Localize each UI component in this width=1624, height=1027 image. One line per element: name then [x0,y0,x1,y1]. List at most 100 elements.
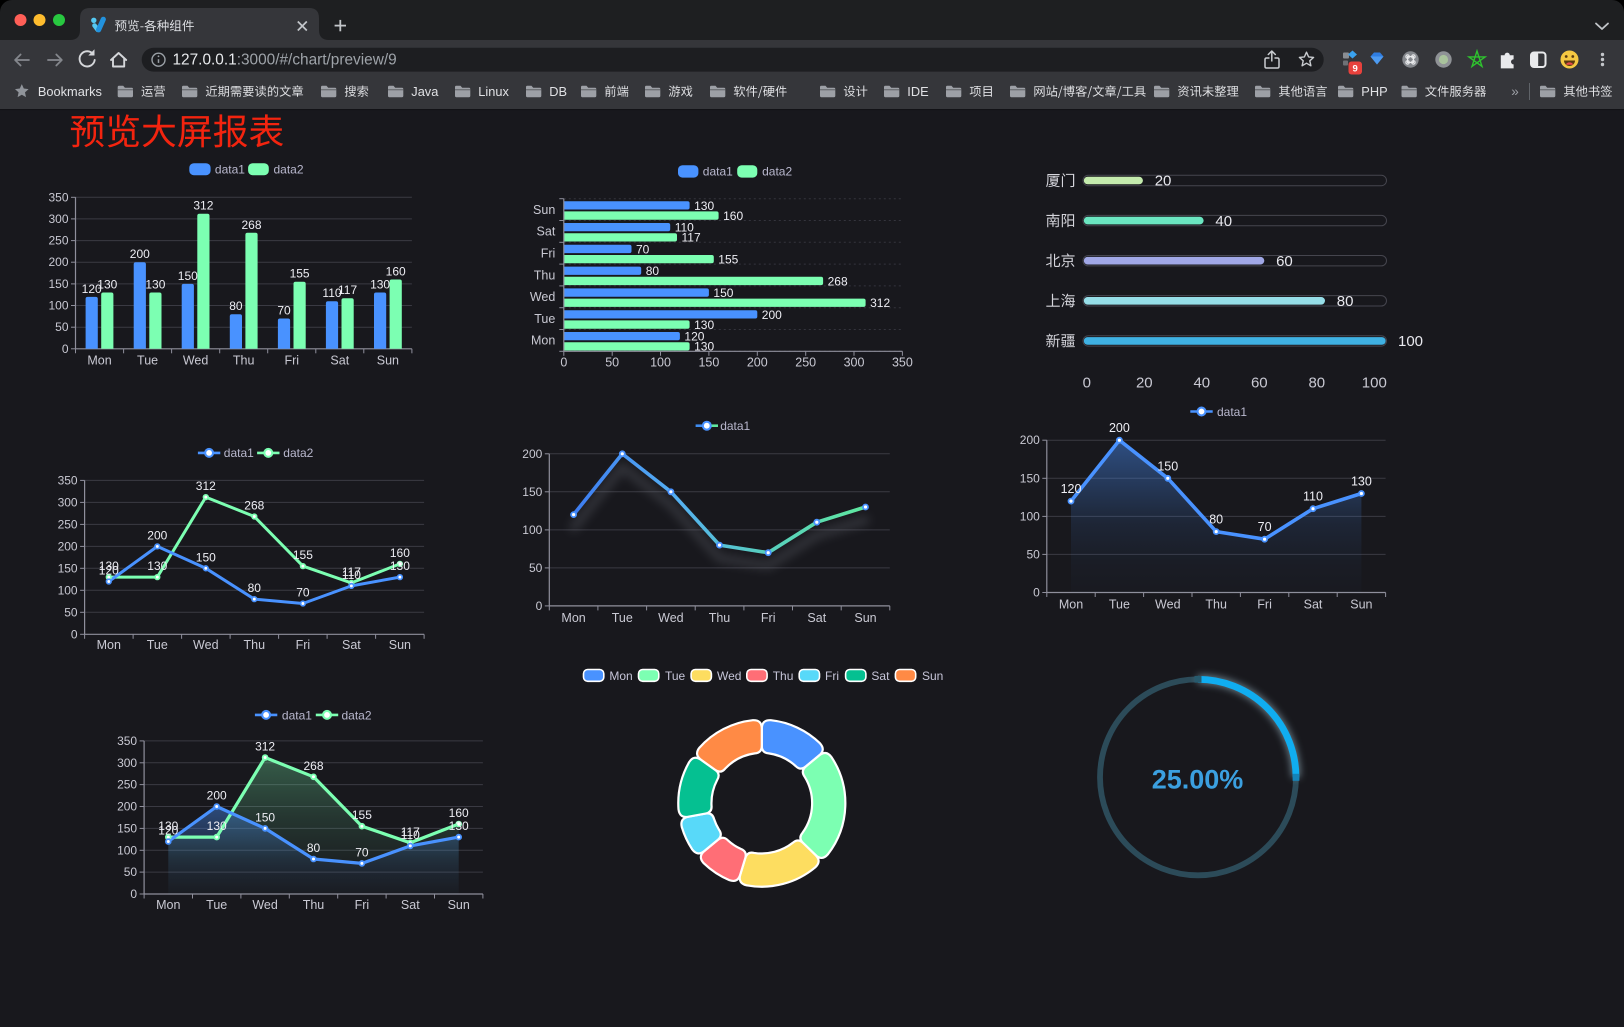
svg-text:0: 0 [1083,374,1091,391]
svg-text:200: 200 [117,800,137,814]
svg-text:350: 350 [117,734,137,748]
svg-text:110: 110 [401,828,420,842]
svg-text:50: 50 [64,605,78,619]
svg-text:117: 117 [682,231,701,245]
svg-text:data1: data1 [224,446,254,460]
svg-text:0: 0 [560,355,567,369]
svg-text:Sat: Sat [871,669,890,683]
svg-text:Fri: Fri [1257,597,1272,611]
svg-text:130: 130 [97,278,117,292]
svg-text:130: 130 [158,819,178,833]
svg-text:80: 80 [1209,513,1223,527]
svg-text:0: 0 [62,342,69,356]
svg-text:Wed: Wed [193,638,219,652]
svg-text:PHP: PHP [1361,84,1387,99]
svg-text:Wed: Wed [252,898,278,912]
svg-text:Wed: Wed [1155,597,1181,611]
svg-text:50: 50 [55,320,69,334]
svg-text:150: 150 [48,277,68,291]
svg-text:data1: data1 [703,164,733,178]
svg-text:130: 130 [694,340,714,354]
svg-text:155: 155 [718,253,738,267]
svg-text:70: 70 [636,242,650,256]
svg-text:60: 60 [1276,253,1293,270]
svg-text:80: 80 [307,841,321,855]
svg-text:Mon: Mon [87,354,111,368]
svg-text:Thu: Thu [534,268,556,282]
svg-text:data2: data2 [283,446,313,460]
svg-text:20: 20 [1136,374,1153,391]
svg-text:50: 50 [605,355,619,369]
svg-text:9: 9 [1353,64,1358,75]
svg-text:350: 350 [58,473,78,487]
svg-text:data2: data2 [342,708,372,722]
svg-text:Java: Java [411,84,439,99]
svg-text:Tue: Tue [137,354,158,368]
svg-text:250: 250 [48,234,68,248]
svg-text:155: 155 [290,267,310,281]
svg-text:Mon: Mon [561,611,585,625]
svg-text:Thu: Thu [1205,597,1227,611]
svg-text:100: 100 [650,355,671,369]
svg-text:Tue: Tue [665,669,686,683]
svg-text:268: 268 [303,759,323,773]
svg-text:Thu: Thu [303,898,325,912]
svg-text:IDE: IDE [907,84,928,99]
svg-text:0: 0 [536,599,543,613]
svg-text:Sat: Sat [537,225,556,239]
svg-text:200: 200 [1109,421,1130,435]
svg-text:Fri: Fri [355,898,370,912]
svg-text:150: 150 [713,286,733,300]
svg-text:312: 312 [870,296,890,310]
svg-text:Thu: Thu [709,611,731,625]
svg-text:Sat: Sat [342,638,361,652]
svg-text:Linux: Linux [478,84,509,99]
svg-text:100: 100 [117,843,137,857]
svg-text:110: 110 [1303,490,1323,504]
svg-text:200: 200 [207,789,227,803]
svg-text:Mon: Mon [1059,597,1083,611]
svg-text:70: 70 [355,845,369,859]
svg-text:Wed: Wed [183,354,209,368]
svg-text:200: 200 [147,528,167,542]
svg-text:20: 20 [1155,173,1172,190]
svg-text:300: 300 [844,355,865,369]
svg-text:Thu: Thu [233,354,255,368]
svg-text:150: 150 [1020,471,1040,485]
svg-text:117: 117 [342,565,361,579]
svg-text:Sun: Sun [1350,597,1372,611]
svg-text:130: 130 [147,559,167,573]
svg-text:Fri: Fri [825,669,839,683]
svg-text:40: 40 [1193,374,1210,391]
svg-text:Sun: Sun [922,669,943,683]
svg-text:Fri: Fri [296,638,311,652]
svg-text:50: 50 [124,865,138,879]
svg-text:Sat: Sat [401,898,420,912]
svg-text:Sat: Sat [1304,597,1323,611]
svg-text:150: 150 [178,269,198,283]
svg-text:100: 100 [1020,509,1040,523]
svg-text:100: 100 [1362,374,1387,391]
svg-text:300: 300 [58,495,78,509]
svg-text:Wed: Wed [717,669,741,683]
svg-text:Thu: Thu [773,669,794,683]
svg-text:Sun: Sun [377,354,399,368]
svg-text:data1: data1 [215,162,245,176]
svg-text:300: 300 [117,756,137,770]
svg-text:80: 80 [1308,374,1325,391]
svg-text:150: 150 [698,355,719,369]
svg-text:120: 120 [1061,482,1082,496]
svg-text:Sun: Sun [389,638,411,652]
svg-text:130: 130 [449,819,469,833]
svg-text:60: 60 [1251,374,1268,391]
svg-text:150: 150 [522,485,542,499]
svg-text:DB: DB [549,84,567,99]
svg-text:200: 200 [522,447,542,461]
svg-text:150: 150 [58,561,78,575]
svg-text:Wed: Wed [658,611,684,625]
svg-text:200: 200 [762,308,782,322]
svg-text:40: 40 [1215,213,1232,230]
svg-text:Sat: Sat [807,611,826,625]
svg-text:0: 0 [1033,586,1040,600]
svg-text:Bookmarks: Bookmarks [38,84,102,99]
